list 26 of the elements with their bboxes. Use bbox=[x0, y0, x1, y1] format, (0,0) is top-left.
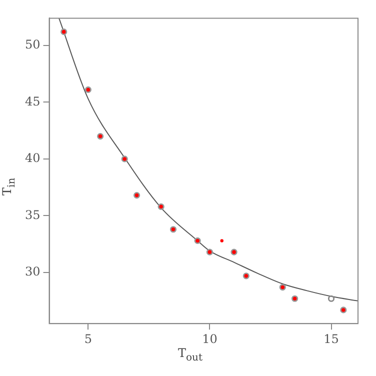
x-axis-title: T$_{out}$ bbox=[178, 346, 202, 364]
point bbox=[121, 156, 128, 162]
x-tick-label: 15 bbox=[324, 332, 339, 346]
point bbox=[340, 306, 347, 314]
point bbox=[84, 86, 92, 94]
line-series bbox=[58, 18, 358, 302]
y-tick-label: 30 bbox=[24, 264, 40, 279]
point bbox=[291, 295, 298, 302]
point bbox=[97, 132, 104, 140]
point bbox=[133, 192, 140, 199]
point bbox=[328, 295, 335, 302]
point bbox=[60, 28, 68, 36]
y-tick-label: 50 bbox=[24, 38, 40, 52]
point bbox=[230, 248, 238, 256]
point bbox=[279, 284, 286, 291]
y-tick-label: 45 bbox=[24, 94, 40, 108]
point bbox=[170, 226, 177, 233]
point bbox=[194, 237, 201, 244]
point bbox=[206, 248, 214, 256]
point bbox=[220, 239, 224, 242]
point bbox=[242, 272, 250, 280]
y-tick-label: 35 bbox=[24, 208, 40, 222]
y-tick-label: 40 bbox=[24, 151, 40, 166]
x-tick-label: 5 bbox=[84, 332, 92, 346]
x-tick-label: 10 bbox=[202, 332, 218, 346]
point bbox=[158, 203, 164, 210]
